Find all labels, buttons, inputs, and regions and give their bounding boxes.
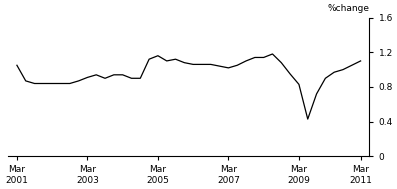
Text: %change: %change [328, 4, 370, 13]
